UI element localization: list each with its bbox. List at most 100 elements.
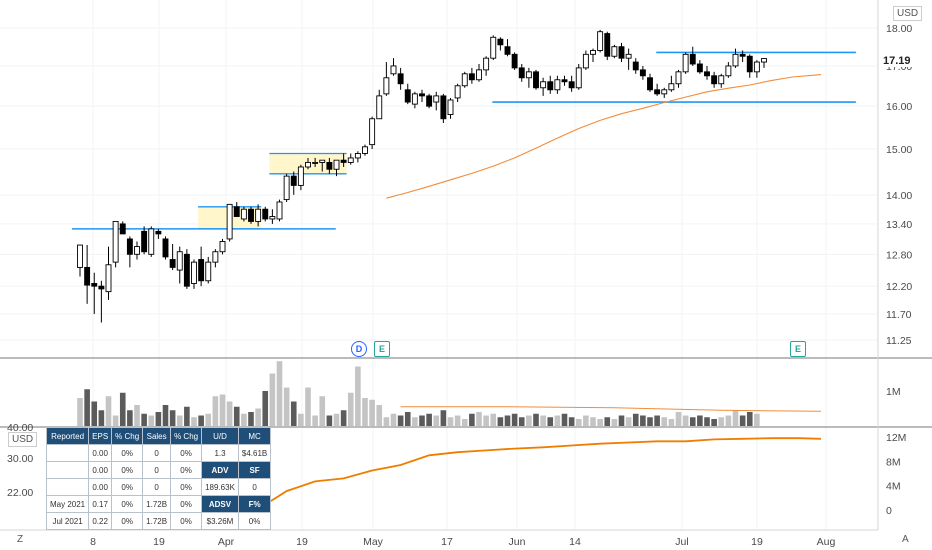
time-tick-label: 14 — [569, 536, 581, 548]
candle-body — [639, 69, 646, 77]
table-cell: ADSV — [201, 495, 239, 513]
timezone-button[interactable]: Z — [17, 534, 24, 545]
candle-body — [333, 159, 340, 170]
volume-bar — [390, 413, 397, 426]
auto-scale-button[interactable]: A — [902, 534, 909, 545]
adsv-tick-label: 0 — [886, 505, 892, 517]
table-cell: F% — [237, 495, 272, 513]
table-row: 0.00 0% 0 0% ADV SF — [45, 461, 272, 479]
candle-body — [632, 61, 639, 71]
table-header: EPS — [88, 427, 113, 445]
volume-bar — [269, 373, 276, 426]
candle-body — [404, 89, 411, 103]
volume-bar — [590, 417, 596, 426]
candle-body — [383, 77, 390, 95]
left-tick-label: 30.00 — [7, 453, 33, 465]
volume-bar — [561, 413, 568, 426]
candle-body — [105, 264, 112, 293]
candle-body — [148, 228, 155, 255]
candle-body — [191, 261, 197, 284]
table-cell: 0% — [111, 478, 144, 496]
table-cell: 1.3 — [201, 444, 239, 462]
earnings-badge-jul[interactable]: E — [790, 341, 806, 357]
volume-bar — [718, 417, 725, 426]
price-axis-labels[interactable]: 18.0017.0016.0015.0014.0013.4012.8012.20… — [886, 23, 912, 347]
volume-bar — [340, 410, 347, 426]
candle-body — [746, 55, 753, 73]
table-cell: 0% — [170, 495, 203, 513]
table-row: 0.00 0% 0 0% 1.3 $4.61B — [45, 444, 272, 462]
volume-bar — [739, 415, 746, 426]
adsv-tick-label: 12M — [886, 432, 906, 444]
volume-bar — [476, 412, 482, 426]
volume-bar — [697, 415, 703, 426]
time-tick-label: 8 — [90, 536, 96, 548]
currency-label[interactable]: USD — [893, 6, 923, 21]
earnings-badge-may[interactable]: E — [374, 341, 390, 357]
candle-body — [326, 161, 333, 170]
volume-bar — [611, 419, 618, 426]
volume-bar — [212, 396, 219, 426]
candle-body — [504, 46, 511, 55]
volume-bar — [618, 415, 625, 426]
volume-bar — [433, 415, 440, 426]
time-tick-label: Jun — [509, 536, 526, 548]
candle-body — [297, 166, 304, 186]
time-tick-label: Jul — [675, 536, 688, 548]
volume-bar — [689, 417, 696, 426]
candle-body — [682, 53, 689, 73]
candle-body — [661, 89, 668, 95]
table-header: Reported — [45, 427, 90, 445]
volume-bar — [725, 415, 732, 426]
volume-bar — [604, 417, 611, 426]
candle-body — [354, 153, 361, 159]
candle-body — [212, 251, 219, 263]
volume-bar — [148, 415, 155, 426]
candle-body — [426, 95, 433, 107]
table-cell: 0% — [111, 495, 144, 513]
left-tick-label: 40.00 — [7, 422, 33, 434]
table-cell: 1.72B — [142, 512, 172, 530]
candle-body — [84, 266, 91, 286]
table-cell: May 2021 — [45, 495, 90, 513]
candle-body — [668, 83, 675, 91]
volume-bar — [597, 419, 603, 426]
candle-body — [276, 201, 283, 220]
volume-tick-label: 1M — [886, 386, 901, 398]
volume-bar — [469, 413, 475, 426]
adsv-tick-label: 8M — [886, 456, 901, 468]
volume-bar — [162, 405, 169, 426]
volume-bar — [554, 415, 561, 426]
candle-body — [483, 57, 490, 71]
volume-bar — [583, 415, 589, 426]
volume-bar — [127, 410, 133, 426]
table-cell: 0% — [111, 512, 144, 530]
time-axis-labels[interactable]: 8 19 Apr 19 May 17 Jun 14 Jul 19 Aug — [90, 536, 835, 548]
candle-body — [547, 81, 554, 91]
volume-bar — [732, 410, 739, 426]
volume-bar — [226, 401, 233, 426]
dividend-badge[interactable]: D — [351, 341, 367, 357]
volume-axis-labels[interactable]: 1M — [886, 386, 901, 398]
candle-body — [162, 238, 169, 258]
candle-body — [518, 67, 525, 79]
table-cell: Jul 2021 — [45, 512, 90, 530]
left-axis-labels: 40.00 30.00 22.00 — [7, 422, 33, 499]
volume-bar — [625, 417, 632, 426]
candle-body — [647, 77, 653, 91]
adsv-axis-labels[interactable]: 12M 8M 4M 0 — [886, 432, 906, 517]
candle-body — [226, 203, 233, 240]
volume-bar — [426, 413, 432, 426]
candle-body — [561, 79, 568, 83]
time-tick-label: 17 — [441, 536, 453, 548]
volume-bar — [682, 415, 689, 426]
table-cell: $3.26M — [201, 512, 239, 530]
price-tick-label: 12.20 — [886, 281, 912, 293]
price-tick-label: 15.00 — [886, 144, 912, 156]
volume-bar — [134, 405, 140, 426]
table-cell: 0% — [237, 512, 272, 530]
candle-body — [262, 208, 269, 220]
table-cell: 0.17 — [88, 495, 113, 513]
candle-body — [590, 50, 596, 55]
